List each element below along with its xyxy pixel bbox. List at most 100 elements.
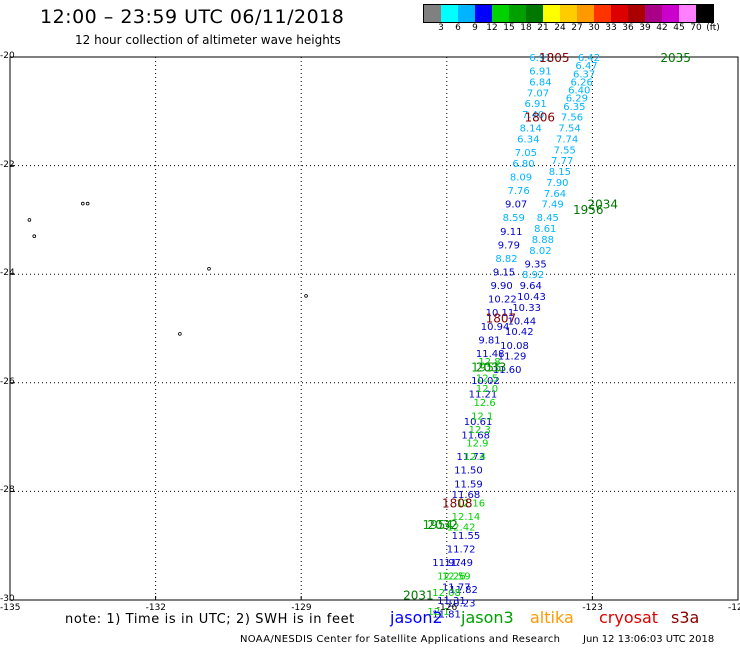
- swh-value-label: 9.79: [498, 240, 520, 251]
- satellite-legend-cryosat: cryosat: [599, 608, 659, 627]
- swh-value-label: 8.88: [532, 235, 554, 246]
- color-scale-label: 21: [537, 23, 549, 33]
- color-swatch: [696, 5, 713, 22]
- swh-value-label: 12.0: [476, 384, 498, 395]
- lon-tick-label: -129: [291, 603, 312, 613]
- swh-value-label: 6.42: [578, 53, 600, 64]
- swh-value-label: 11.68: [452, 490, 481, 501]
- swh-value-label: 6.47: [575, 61, 597, 72]
- swh-value-label: 8.45: [537, 213, 559, 224]
- swh-value-label: 6.91: [524, 99, 546, 110]
- color-scale-label: 30: [588, 23, 600, 33]
- swh-value-label: 12.6: [473, 398, 495, 409]
- color-swatch: [492, 5, 509, 22]
- swh-value-label: 11.21: [469, 390, 498, 401]
- swh-value-label: 7.64: [544, 189, 566, 200]
- swh-value-label: 7.05: [515, 148, 537, 159]
- color-scale-label: 33: [605, 23, 617, 33]
- island-mark: [207, 266, 211, 271]
- swh-value-label: 6.80: [512, 159, 534, 170]
- lat-tick-label: -26: [0, 376, 15, 387]
- swh-value-label: 7.56: [561, 113, 583, 124]
- color-swatch: [543, 5, 560, 22]
- swh-value-label: 8.15: [549, 167, 571, 178]
- color-swatch: [475, 5, 492, 22]
- swh-value-label: 6.91: [529, 53, 551, 64]
- track-time-label: 1807: [486, 312, 517, 326]
- satellite-legend-altika: altika: [530, 608, 574, 627]
- color-scale-label: 12: [486, 23, 498, 33]
- track-time-label: 2034: [588, 198, 619, 212]
- timestamp: Jun 12 13:06:03 UTC 2018: [583, 634, 715, 645]
- map-frame: [9, 56, 739, 601]
- swh-value-label: 7.54: [558, 124, 580, 135]
- color-scale-label: 15: [503, 23, 515, 33]
- swh-value-label: 6.26: [571, 77, 593, 88]
- satellite-legend-jason3: jason3: [461, 608, 514, 627]
- swh-value-label: 11.81: [432, 610, 461, 621]
- swh-value-label: 8.82: [495, 254, 517, 265]
- island-mark: [304, 294, 308, 298]
- lat-tick-label: -24: [0, 268, 15, 279]
- track-time-label: 1808: [442, 496, 473, 510]
- color-swatch: [662, 5, 679, 22]
- swh-value-label: 10.11: [486, 308, 515, 319]
- swh-value-label: 8.14: [520, 124, 542, 135]
- swh-value-label: 12.5: [476, 373, 498, 384]
- page-title: 12:00 – 23:59 UTC 06/11/2018: [40, 6, 345, 28]
- lat-tick-label: -30: [0, 594, 15, 604]
- color-swatch: [611, 5, 628, 22]
- color-swatch: [577, 5, 594, 22]
- swh-value-label: 11.48: [476, 349, 505, 360]
- color-scale-label: 9: [472, 23, 478, 33]
- swh-value-label: 12.59: [442, 572, 471, 583]
- color-scale-label: 36: [622, 23, 634, 33]
- color-scale-label: 24: [554, 23, 566, 33]
- color-swatch: [560, 5, 577, 22]
- swh-value-label: 6.84: [529, 77, 551, 88]
- lat-tick-label: -22: [0, 159, 15, 170]
- lat-tick-label: -20: [0, 51, 15, 61]
- swh-value-label: 7.74: [556, 134, 578, 145]
- swh-value-label: 11.31: [437, 596, 466, 607]
- island-mark: [178, 332, 182, 336]
- swh-value-label: 8.02: [529, 246, 551, 257]
- track-time-label: 2033: [476, 361, 507, 375]
- swh-value-label: 8.92: [522, 270, 544, 281]
- swh-value-label: 11.73: [457, 452, 486, 463]
- swh-value-label: 10.94: [481, 322, 510, 333]
- track-time-label: 2031: [403, 589, 434, 603]
- swh-value-label: 12.1: [427, 607, 449, 618]
- swh-value-label: 11.82: [449, 585, 478, 596]
- color-scale-label: 42: [656, 23, 668, 33]
- track-time-label: 2035: [660, 51, 691, 65]
- color-swatch: [645, 5, 662, 22]
- color-swatch: [679, 5, 696, 22]
- lon-tick-label: -135: [0, 603, 21, 613]
- satellite-legend-s3a: s3a: [671, 608, 700, 627]
- swh-value-label: 7.40: [522, 110, 544, 121]
- swh-value-label: 12.14: [452, 512, 481, 523]
- swh-value-label: 7.07: [527, 88, 549, 99]
- swh-value-label: 12.1: [471, 411, 493, 422]
- swh-value-label: 7.49: [541, 200, 563, 211]
- swh-value-label: 12.9: [466, 439, 488, 450]
- color-swatch: [526, 5, 543, 22]
- color-scale-label: 18: [520, 23, 532, 33]
- track-time-label: 1806: [524, 111, 555, 125]
- swh-value-label: 10.33: [512, 303, 541, 314]
- swh-value-label: 11.49: [444, 558, 473, 569]
- swh-value-label: 11.29: [498, 352, 527, 363]
- swh-value-label: 9.90: [490, 281, 512, 292]
- page-subtitle: 12 hour collection of altimeter wave hei…: [75, 33, 341, 47]
- swh-value-label: 11.60: [493, 365, 522, 376]
- track-time-label: 1805: [539, 51, 570, 65]
- swh-value-label: 10.44: [507, 316, 536, 327]
- lat-tick-label: -28: [0, 485, 15, 496]
- swh-value-label: 10.61: [464, 417, 493, 428]
- swh-value-label: 9.07: [505, 200, 527, 211]
- color-scale-label: 6: [455, 23, 461, 33]
- swh-value-label: 11.97: [432, 558, 461, 569]
- swh-value-label: 7.77: [551, 156, 573, 167]
